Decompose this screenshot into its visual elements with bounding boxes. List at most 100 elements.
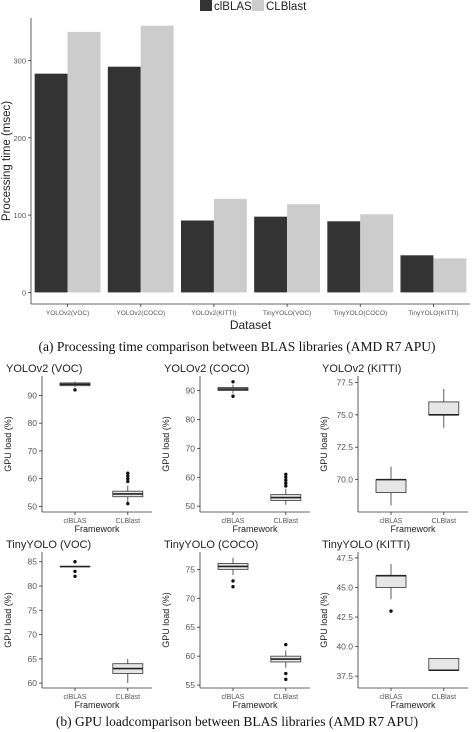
- y-tick-label: 55: [186, 680, 196, 690]
- box-clblast: [428, 401, 460, 416]
- x-tick-label: TinyYOLO(COCO): [333, 310, 387, 317]
- panel-title: TinyYOLO (VOC): [6, 539, 91, 551]
- outlier-point-clblast: [126, 479, 130, 484]
- bar-clblast-3: [287, 204, 321, 293]
- x-tick-label: TinyYOLO(KITTI): [408, 310, 458, 317]
- y-axis-title: GPU load (%): [161, 592, 171, 648]
- x-tick-label: CLBlast: [432, 518, 457, 525]
- x-axis-title: Framework: [390, 700, 436, 708]
- y-tick-label: 300: [13, 57, 26, 66]
- outlier-point-clblast: [284, 677, 288, 682]
- x-tick-label: CLBlast: [274, 518, 299, 525]
- bar-clblas-0: [34, 73, 68, 293]
- x-tick-label: clBLAS: [64, 694, 87, 701]
- y-tick-label: 40.0: [336, 642, 353, 652]
- y-axis-title: GPU load (%): [319, 592, 329, 648]
- outlier-point-clblas: [73, 574, 77, 578]
- outlier-point-clblas: [73, 388, 77, 392]
- y-tick-label: 50: [186, 501, 196, 511]
- outlier-point-clblast: [284, 478, 288, 482]
- box-panel-tinyyolo-voc: TinyYOLO (VOC) 60 65 70 75 80 85 GPU load (%) cl…: [3, 539, 152, 708]
- y-axis-title: GPU load (%): [3, 416, 13, 472]
- legend-label-clblas: clBLAS: [214, 1, 252, 13]
- y-tick-label: 80: [28, 418, 38, 428]
- x-tick-label: clBLAS: [64, 518, 87, 525]
- outlier-point-clblast: [284, 484, 288, 488]
- y-tick-label: 75: [186, 564, 196, 574]
- panel-title: YOLOv2 (COCO): [164, 363, 250, 375]
- x-axis-title: Framework: [74, 700, 120, 708]
- outlier-point-clblast: [284, 472, 288, 477]
- y-axis-title: GPU load (%): [3, 592, 13, 648]
- y-tick-label: 75.0: [336, 410, 353, 420]
- box-clblas: [375, 575, 407, 588]
- outlier-point-clblast: [284, 481, 288, 485]
- x-tick-label: YOLOv2(KITTI): [191, 310, 236, 317]
- x-tick-label: CLBlast: [432, 694, 457, 701]
- y-tick-label: 90: [28, 390, 38, 400]
- x-tick-label: YOLOv2(VOC): [46, 310, 89, 317]
- x-axis-title: Framework: [390, 524, 436, 532]
- x-tick-label: clBLAS: [380, 694, 403, 701]
- legend-label-clblast: CLBlast: [266, 1, 307, 13]
- y-axis-title: GPU load (%): [161, 416, 171, 472]
- y-tick-label: 37.5: [336, 671, 353, 681]
- y-axis-title: Processing time (msec): [1, 101, 13, 221]
- y-tick-label: 85: [28, 557, 38, 567]
- box-panel-yolov2-kitti: YOLOv2 (KITTI) 70.0 72.5 75.0 77.5 GPU load (…: [319, 363, 468, 532]
- legend-swatch-clblast: [252, 0, 264, 11]
- x-axis-title: Framework: [232, 700, 278, 708]
- outlier-point-clblast: [126, 474, 130, 478]
- outlier-point-clblas: [73, 560, 77, 564]
- panel-title: TinyYOLO (KITTI): [322, 539, 410, 551]
- bar-clblas-2: [180, 220, 214, 293]
- x-tick-label: CLBlast: [116, 518, 141, 525]
- y-tick-label: 60: [28, 678, 38, 688]
- y-tick-label: 70: [28, 630, 38, 640]
- y-tick-label: 60: [186, 651, 196, 661]
- caption-b: (b) GPU loadcomparison between BLAS libr…: [55, 714, 419, 729]
- processing-time-bar-chart: clBLAS CLBlast 0 100 200 300 Processing time (…: [1, 0, 470, 332]
- bar-clblast-1: [140, 25, 174, 293]
- x-tick-label: clBLAS: [222, 518, 245, 525]
- outlier-point-clblas: [231, 394, 235, 398]
- y-tick-label: 70.0: [336, 475, 353, 485]
- y-tick-label: 75: [28, 605, 38, 615]
- bar-clblas-5: [400, 255, 434, 293]
- y-tick-label: 70: [28, 446, 38, 456]
- box-clblast: [428, 658, 460, 671]
- y-tick-label: 0: [22, 288, 26, 297]
- x-tick-label: YOLOv2(COCO): [116, 310, 165, 317]
- box-panel-yolov2-coco: YOLOv2 (COCO) 50 60 70 80 90 GPU load (%) clBLA…: [161, 363, 310, 532]
- box-clblas: [375, 479, 407, 493]
- bar-clblast-2: [213, 198, 247, 293]
- bar-clblas-3: [254, 216, 288, 293]
- y-tick-label: 77.5: [336, 377, 353, 387]
- x-axis-title: Dataset: [230, 318, 272, 332]
- bar-clblast-5: [433, 258, 467, 293]
- y-tick-label: 47.5: [336, 553, 353, 563]
- outlier-point-clblast: [284, 671, 288, 676]
- y-tick-label: 70: [186, 443, 196, 453]
- box-panel-tinyyolo-kitti: TinyYOLO (KITTI) 37.5 40.0 42.5 45.0 47.5 GPU …: [319, 539, 468, 708]
- y-tick-label: 60: [28, 474, 38, 484]
- y-tick-label: 65: [186, 622, 196, 632]
- x-axis-title: Framework: [74, 524, 120, 532]
- outlier-point-clblas: [389, 609, 393, 613]
- bar-clblast-0: [67, 31, 101, 293]
- box-panel-tinyyolo-coco: TinyYOLO (COCO) 55 60 65 70 75 GPU load (%) clB…: [161, 539, 310, 708]
- panel-title: YOLOv2 (KITTI): [322, 363, 401, 375]
- legend-swatch-clblas: [200, 0, 212, 11]
- bar-clblas-1: [107, 66, 141, 293]
- outlier-point-clblast: [284, 642, 288, 647]
- outlier-point-clblas: [73, 569, 77, 574]
- bar-clblast-4: [360, 214, 394, 293]
- y-tick-label: 65: [28, 654, 38, 664]
- outlier-point-clblast: [126, 501, 130, 506]
- x-tick-label: clBLAS: [380, 518, 403, 525]
- y-tick-label: 80: [186, 414, 196, 424]
- y-tick-label: 50: [28, 501, 38, 511]
- y-tick-label: 80: [28, 581, 38, 591]
- caption-a: (a) Processing time comparison between B…: [38, 339, 436, 354]
- y-tick-label: 200: [13, 134, 26, 143]
